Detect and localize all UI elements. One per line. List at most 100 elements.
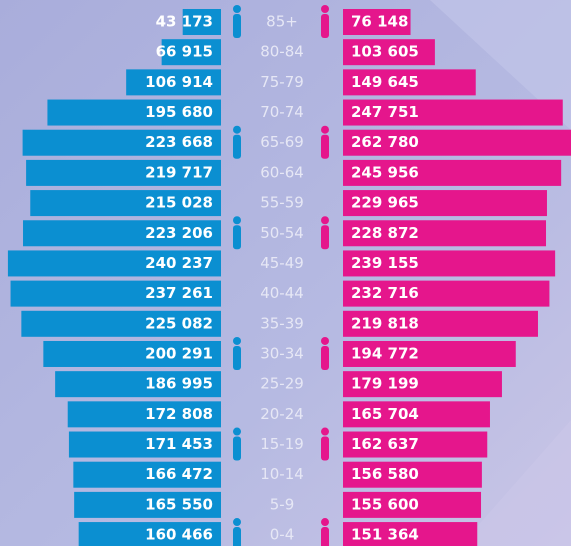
figure-head	[321, 5, 329, 13]
age-label: 50-54	[260, 224, 304, 242]
bar	[343, 310, 538, 337]
figure-head	[321, 427, 329, 436]
bar	[343, 280, 550, 307]
figure-body	[233, 134, 241, 159]
value-label: 219 717	[145, 163, 213, 181]
value-label: 219 818	[351, 314, 419, 332]
value-label: 228 872	[351, 224, 419, 242]
age-label: 30-34	[260, 344, 304, 362]
age-label: 35-39	[260, 314, 304, 332]
icons	[233, 5, 329, 546]
bar	[343, 401, 490, 428]
bar	[343, 250, 556, 277]
value-label: 151 364	[351, 526, 419, 544]
age-label: 55-59	[260, 194, 304, 212]
age-label: 25-29	[260, 375, 304, 393]
figure-head	[233, 427, 241, 436]
figure-head	[233, 5, 241, 13]
bar	[343, 220, 547, 247]
figure-head	[321, 216, 329, 225]
bar	[47, 99, 221, 126]
bar	[343, 461, 482, 488]
bar	[182, 9, 221, 35]
bar	[343, 522, 478, 546]
value-label: 156 580	[351, 465, 419, 483]
bar	[343, 39, 435, 66]
value-label: 239 155	[351, 254, 419, 272]
value-label: 166 472	[145, 465, 213, 483]
value-label: 179 199	[351, 375, 419, 393]
value-label: 232 716	[351, 284, 419, 302]
figure-head	[233, 518, 241, 527]
value-label: 194 772	[351, 344, 419, 362]
value-label: 162 637	[351, 435, 419, 453]
figure-body	[321, 225, 329, 250]
bar	[161, 39, 221, 66]
bar	[78, 522, 221, 546]
bar	[30, 190, 221, 217]
bar	[10, 280, 221, 307]
value-label: 215 028	[145, 194, 213, 212]
bar	[23, 220, 221, 247]
figure-body	[321, 345, 329, 370]
value-label: 171 453	[145, 435, 213, 453]
bar	[26, 159, 221, 186]
value-label: 223 206	[145, 224, 213, 242]
value-label: 76 148	[351, 13, 408, 31]
value-label: 43 173	[156, 13, 213, 31]
age-label: 0-4	[270, 526, 295, 544]
age-label: 60-64	[260, 163, 304, 181]
value-label: 225 082	[145, 314, 213, 332]
value-label: 262 780	[351, 133, 419, 151]
value-label: 66 915	[156, 43, 213, 61]
bar	[73, 461, 222, 488]
bar	[343, 159, 562, 186]
age-label: 20-24	[260, 405, 304, 423]
figure-head	[233, 125, 241, 134]
bar	[21, 310, 222, 337]
value-label: 237 261	[145, 284, 213, 302]
bar	[343, 69, 476, 96]
figure-body	[233, 345, 241, 370]
age-label: 15-19	[260, 435, 304, 453]
bar	[74, 491, 221, 518]
value-label: 165 704	[351, 405, 419, 423]
age-label: 70-74	[260, 103, 304, 121]
value-label: 155 600	[351, 495, 419, 513]
bar	[55, 371, 221, 398]
bar	[343, 491, 482, 518]
figure-head	[321, 125, 329, 134]
figure-head	[321, 336, 329, 345]
value-label: 149 645	[351, 73, 419, 91]
bar	[67, 401, 222, 428]
value-label: 106 914	[145, 73, 213, 91]
value-label: 195 680	[145, 103, 213, 121]
value-label: 245 956	[351, 163, 419, 181]
value-label: 186 995	[145, 375, 213, 393]
bar	[343, 431, 488, 458]
bar	[68, 431, 221, 458]
value-label: 160 466	[145, 526, 213, 544]
value-label: 247 751	[351, 103, 419, 121]
value-label: 240 237	[145, 254, 213, 272]
figure-head	[233, 216, 241, 225]
age-label: 10-14	[260, 465, 304, 483]
value-label: 229 965	[351, 194, 419, 212]
figure-body	[233, 225, 241, 250]
background-shape	[460, 420, 571, 546]
bar	[343, 190, 547, 217]
figure-body	[233, 436, 241, 461]
value-label: 200 291	[145, 344, 213, 362]
age-label: 80-84	[260, 43, 304, 61]
figure-body	[321, 14, 329, 38]
bar	[126, 69, 221, 96]
value-label: 165 550	[145, 495, 213, 513]
background-shape	[430, 0, 571, 130]
bar	[7, 250, 222, 277]
age-label: 65-69	[260, 133, 304, 151]
figure-body	[233, 14, 241, 38]
value-label: 103 605	[351, 43, 419, 61]
figure-body	[321, 436, 329, 461]
age-label: 40-44	[260, 284, 304, 302]
